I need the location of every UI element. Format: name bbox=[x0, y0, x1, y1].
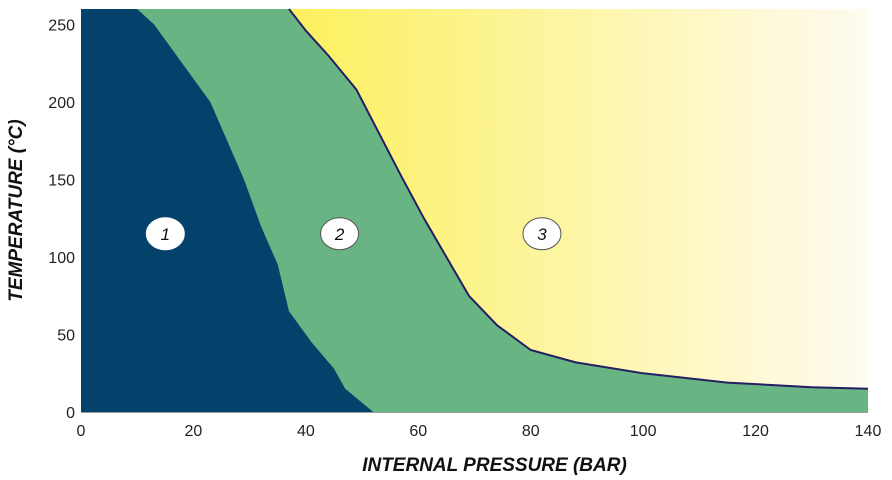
plot-region-1 bbox=[81, 9, 374, 412]
y-tick-label: 0 bbox=[66, 405, 75, 422]
region-label-bubble bbox=[145, 217, 185, 251]
x-tick-label: 140 bbox=[855, 423, 882, 440]
boundary-line-2-3 bbox=[288, 8, 869, 390]
x-axis-title: INTERNAL PRESSURE (BAR) bbox=[362, 455, 627, 476]
region-label-bubble bbox=[522, 217, 562, 251]
x-tick-label: 60 bbox=[409, 423, 427, 440]
region-label-text: 1 bbox=[161, 225, 170, 244]
x-tick-label: 40 bbox=[297, 423, 315, 440]
region-label-2: 2 bbox=[320, 217, 360, 251]
x-tick-label: 80 bbox=[522, 423, 540, 440]
y-tick-label: 150 bbox=[48, 173, 75, 190]
y-tick-label: 50 bbox=[57, 328, 75, 345]
y-tick-label: 100 bbox=[48, 250, 75, 267]
x-tick-label: 120 bbox=[742, 423, 769, 440]
y-tick-label: 200 bbox=[48, 95, 75, 112]
region-label-bubble bbox=[320, 217, 360, 251]
x-tick-label: 0 bbox=[77, 423, 86, 440]
y-axis-title: TEMPERATURE (°C) bbox=[6, 119, 27, 301]
region-label-text: 3 bbox=[537, 225, 547, 244]
region-label-text: 2 bbox=[334, 225, 345, 244]
y-tick-label: 250 bbox=[48, 18, 75, 35]
x-tick-label: 20 bbox=[185, 423, 203, 440]
x-tick-label: 100 bbox=[630, 423, 657, 440]
region-label-1: 1 bbox=[145, 217, 185, 251]
region-label-3: 3 bbox=[522, 217, 562, 251]
